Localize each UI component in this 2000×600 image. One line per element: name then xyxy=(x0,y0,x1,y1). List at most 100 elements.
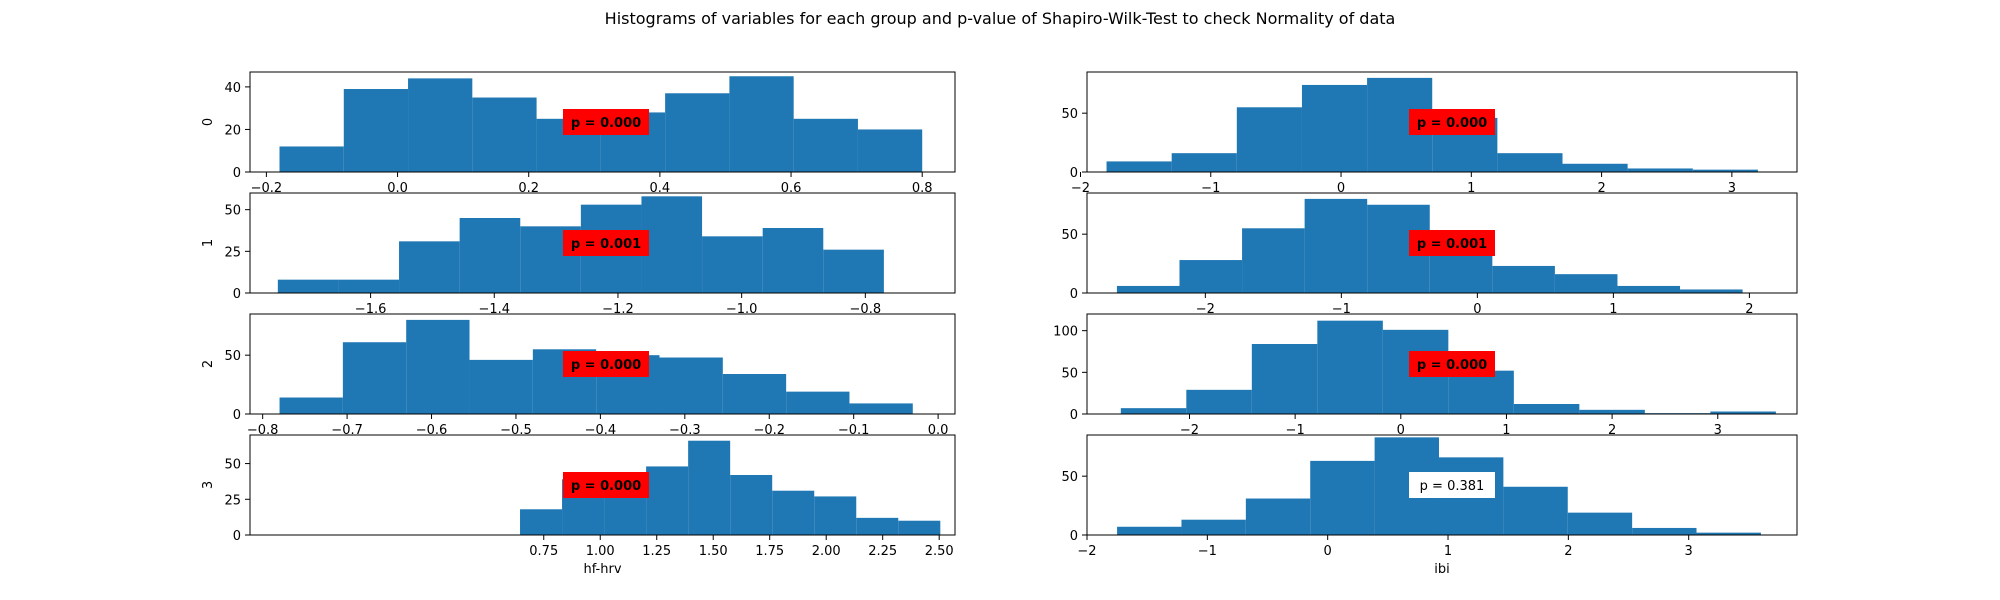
histogram-bar xyxy=(1562,163,1628,172)
histogram-bar xyxy=(459,218,521,293)
subplot-group-3-hf-hrv: 0.75 1.00 1.25 1.50 1.75 2.00 2.25 2.50 0 25 50 3 hf… xyxy=(201,434,956,577)
x-tick-label: 1 xyxy=(1609,302,1617,317)
histogram-bar xyxy=(729,76,794,172)
x-tick-label: 0 xyxy=(1324,544,1332,559)
x-tick-label: 2 xyxy=(1608,423,1616,438)
histogram-bar xyxy=(469,359,533,414)
p-value-box xyxy=(1409,351,1495,377)
x-tick-label: 2 xyxy=(1564,544,1572,559)
x-tick-label: 0.75 xyxy=(529,544,558,559)
histogram-bar xyxy=(1116,285,1180,293)
axes-frame xyxy=(249,434,956,536)
histogram-bar xyxy=(1236,107,1302,172)
histogram-bar xyxy=(823,249,884,293)
x-tick-label: 1.75 xyxy=(755,544,784,559)
subplot-group-0-hf-hrv: −0.2 0.0 0.2 0.4 0.6 0.8 0 20 40 0 p = 0.000 xyxy=(201,71,956,196)
x-tick-label: −2 xyxy=(1071,181,1090,196)
histogram-bar xyxy=(856,517,899,535)
histogram-bar xyxy=(849,403,913,414)
histogram-bar xyxy=(1117,526,1182,535)
histogram-bar xyxy=(1513,404,1580,414)
p-value-box xyxy=(563,351,649,377)
x-tick-label: 2 xyxy=(1597,181,1605,196)
x-tick-label: 2.00 xyxy=(812,544,841,559)
x-tick-label: 2.25 xyxy=(868,544,897,559)
p-value-label: p = 0.000 xyxy=(1417,116,1487,131)
x-tick-label: −0.8 xyxy=(850,302,882,317)
y-tick-label: 50 xyxy=(1061,107,1078,122)
x-tick-label: 0.8 xyxy=(912,181,933,196)
x-tick-label: −0.1 xyxy=(838,423,870,438)
x-tick-label: −1 xyxy=(1286,423,1305,438)
histogram-bar xyxy=(1497,153,1563,172)
histogram-bar xyxy=(1181,519,1246,535)
y-axis-label: 0 xyxy=(201,118,216,126)
histogram-bar xyxy=(762,228,824,293)
histogram-bar xyxy=(1171,153,1237,172)
p-value-label: p = 0.381 xyxy=(1420,479,1485,494)
histogram-bar xyxy=(520,509,563,535)
y-tick-label: 50 xyxy=(224,349,241,364)
histogram-bar xyxy=(772,490,815,535)
histogram-bar xyxy=(1186,389,1252,414)
histogram-bar xyxy=(665,93,730,172)
y-tick-label: 100 xyxy=(1053,325,1078,340)
axes-frame xyxy=(249,71,956,173)
histogram-bar xyxy=(472,97,537,172)
histogram-bar xyxy=(1245,498,1311,535)
x-tick-label: 0.4 xyxy=(650,181,671,196)
histogram-bar xyxy=(688,440,731,535)
figure-title: Histograms of variables for each group a… xyxy=(605,9,1396,28)
p-value-label: p = 0.000 xyxy=(1417,358,1487,373)
x-tick-label: −1 xyxy=(1201,181,1220,196)
histogram-bar xyxy=(898,520,941,535)
histogram-bar xyxy=(1304,198,1368,293)
y-tick-label: 40 xyxy=(224,81,241,96)
x-tick-label: −2 xyxy=(1077,544,1096,559)
histogram-bar xyxy=(1680,289,1743,293)
y-tick-label: 50 xyxy=(1061,470,1078,485)
histogram-bar xyxy=(338,279,400,293)
histogram-bar xyxy=(1492,265,1555,293)
histogram-bar xyxy=(1627,168,1693,172)
subplot-group-3-ibi: −2 −1 0 1 2 3 0 50 ibi p = 0.381 xyxy=(1061,434,1798,577)
histogram-bar xyxy=(659,357,723,414)
p-value-box xyxy=(1409,230,1495,256)
y-tick-label: 0 xyxy=(1070,166,1078,181)
x-tick-label: −0.4 xyxy=(585,423,617,438)
x-tick-label: 1 xyxy=(1444,544,1452,559)
x-tick-label: 0 xyxy=(1397,423,1405,438)
histogram-bar xyxy=(814,496,857,535)
y-tick-label: 0 xyxy=(233,408,241,423)
p-value-label: p = 0.000 xyxy=(571,116,641,131)
histogram-bar xyxy=(1617,285,1681,293)
histogram-bar xyxy=(1301,84,1368,172)
histogram-bar xyxy=(646,466,689,535)
y-tick-label: 25 xyxy=(224,245,241,260)
x-tick-label: −0.3 xyxy=(669,423,701,438)
x-tick-label: −2 xyxy=(1180,423,1199,438)
p-value-box xyxy=(563,109,649,135)
y-tick-label: 25 xyxy=(224,493,241,508)
axes-frame xyxy=(249,192,956,294)
x-tick-label: −0.2 xyxy=(753,423,785,438)
histogram-bar xyxy=(1567,512,1633,535)
x-tick-label: 0.2 xyxy=(518,181,539,196)
y-tick-label: 50 xyxy=(1061,366,1078,381)
axes-frame xyxy=(1086,71,1798,173)
x-axis-label: hf-hrv xyxy=(583,562,621,577)
histogram-bar xyxy=(342,342,407,414)
histogram-bar xyxy=(1251,344,1318,414)
subplot-group-1-ibi: −2 −1 0 1 2 0 50 p = 0.001 xyxy=(1061,192,1798,317)
y-tick-label: 0 xyxy=(1070,529,1078,544)
x-tick-label: −2 xyxy=(1196,302,1215,317)
axes-frame xyxy=(1086,434,1798,536)
x-tick-label: 0.0 xyxy=(387,181,408,196)
histogram-bar xyxy=(1317,320,1383,414)
x-tick-label: 1.25 xyxy=(642,544,671,559)
histogram-bar xyxy=(1242,228,1305,293)
histogram-bar xyxy=(730,475,773,535)
x-tick-label: −1.2 xyxy=(602,302,634,317)
x-tick-label: −1.0 xyxy=(726,302,758,317)
